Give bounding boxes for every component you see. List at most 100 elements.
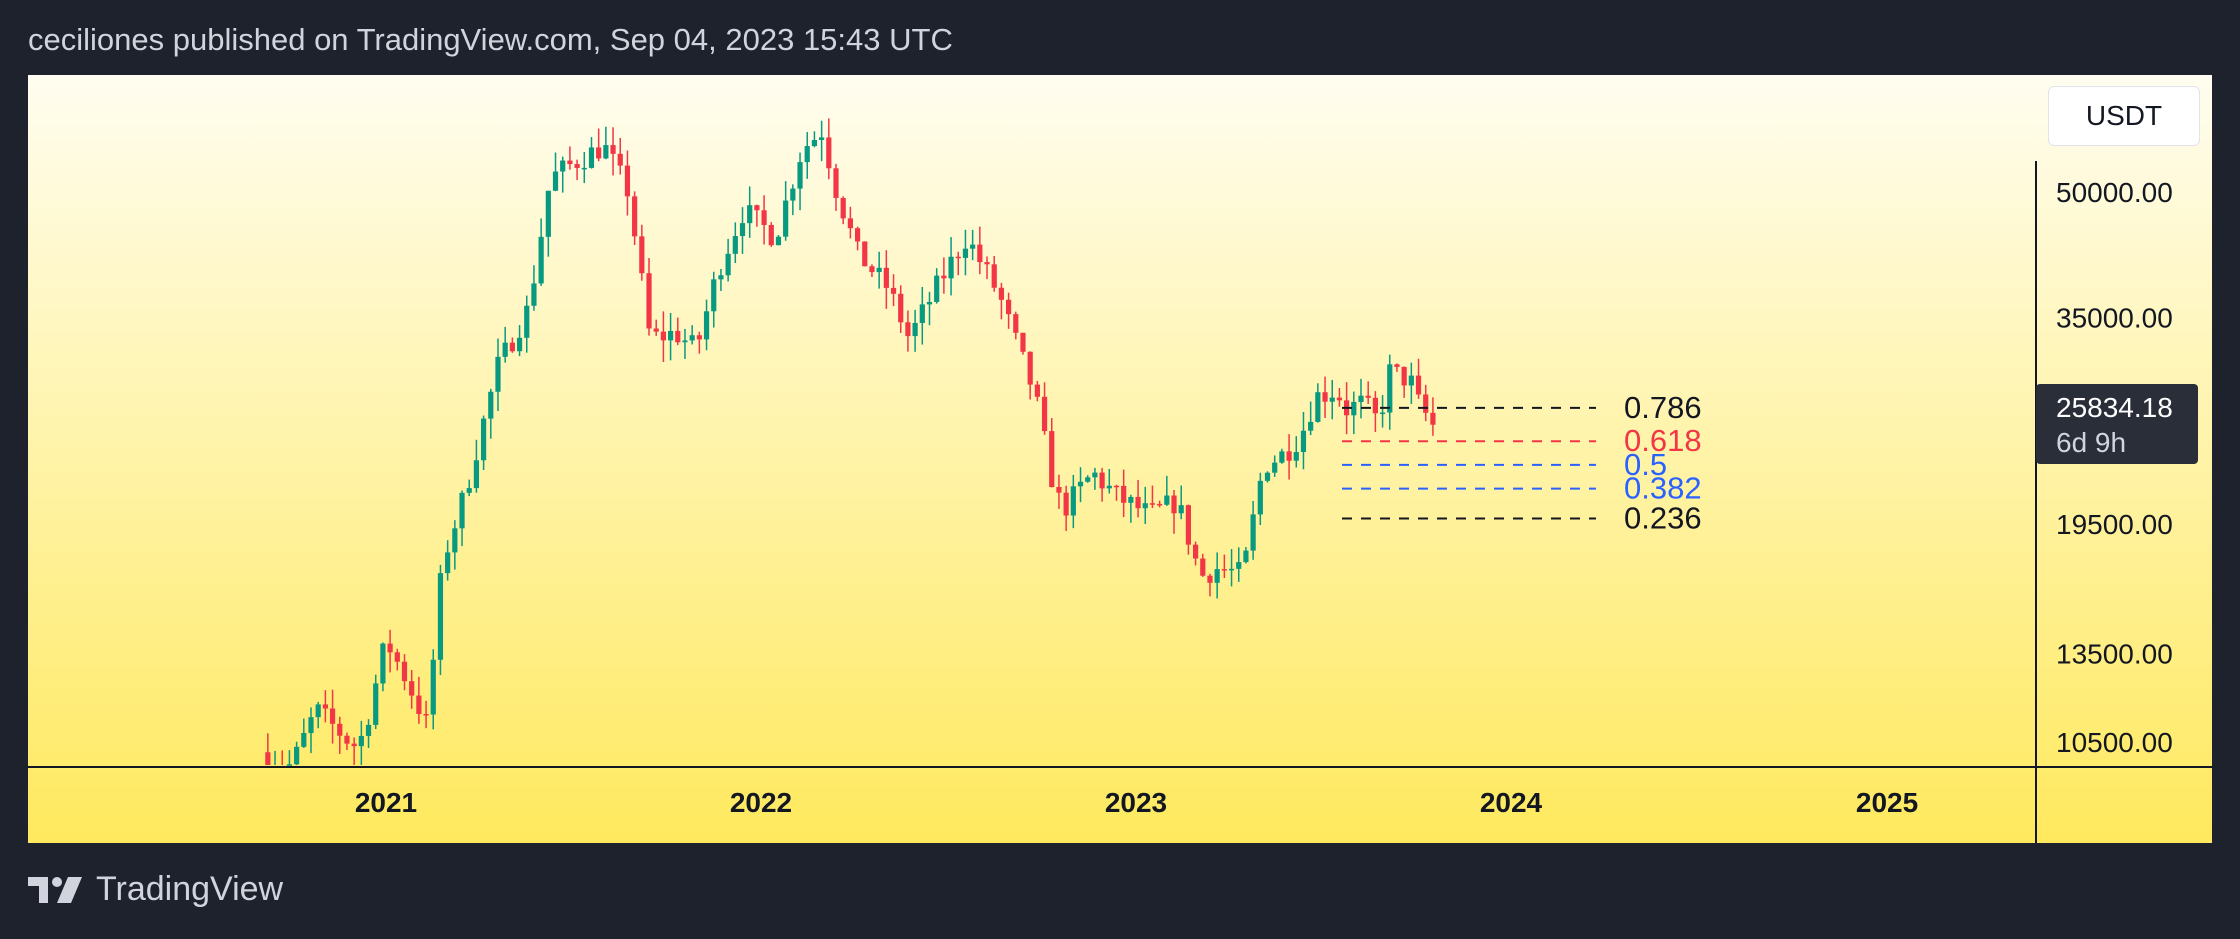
candle <box>912 309 918 352</box>
candle <box>265 733 271 765</box>
fib-label: 0.618 <box>1624 423 1702 458</box>
fib-level[interactable]: 0.382 <box>1342 471 1702 506</box>
candle <box>1401 366 1407 398</box>
fib-label: 0.382 <box>1624 471 1702 506</box>
candle <box>876 251 882 289</box>
time-tick-label: 2023 <box>1105 787 1167 818</box>
footer-brand[interactable]: TradingView <box>28 870 283 909</box>
candle <box>797 152 803 211</box>
candle <box>1329 379 1335 420</box>
bar-countdown: 6d 9h <box>2056 427 2127 458</box>
candle <box>574 159 580 181</box>
candle <box>1243 546 1249 564</box>
candle <box>394 648 400 671</box>
candle <box>337 716 343 754</box>
price-tick-label: 50000.00 <box>2056 177 2173 208</box>
fib-label: 0.236 <box>1624 500 1702 535</box>
candle <box>862 241 868 267</box>
candle <box>754 204 760 227</box>
candle <box>1228 549 1235 587</box>
candle <box>1135 479 1141 518</box>
candle <box>365 719 372 749</box>
last-price-value: 25834.18 <box>2056 392 2173 423</box>
candle <box>452 520 458 570</box>
candle <box>1279 448 1285 464</box>
candle <box>488 388 494 439</box>
candle <box>660 311 666 363</box>
candle <box>624 150 631 216</box>
candle <box>1214 552 1220 599</box>
candle <box>1106 469 1112 494</box>
candle <box>1027 351 1033 400</box>
candle <box>689 325 695 345</box>
candle <box>1415 358 1422 399</box>
candle <box>502 326 508 363</box>
candle <box>1099 467 1105 502</box>
candle <box>646 258 652 336</box>
candle <box>445 540 451 581</box>
candle <box>1322 376 1328 419</box>
candle <box>1394 363 1400 372</box>
candle <box>1070 474 1076 529</box>
candle <box>1121 469 1127 518</box>
candle <box>632 191 638 246</box>
candle <box>437 564 444 676</box>
candle <box>639 224 645 281</box>
candle <box>401 654 408 691</box>
candle <box>1387 354 1393 430</box>
candle <box>380 642 386 692</box>
candle <box>567 146 573 170</box>
fib-level[interactable]: 0.5 <box>1342 447 1667 482</box>
candle <box>1351 391 1357 435</box>
chart-area[interactable]: 0.786 0.618 0.5 0.382 0.236 50000.00 35000.00… <box>28 75 2212 843</box>
candle <box>732 222 738 264</box>
candle <box>725 238 731 282</box>
candle <box>1272 455 1278 477</box>
candle <box>481 415 487 471</box>
candle <box>588 137 595 169</box>
candle <box>416 676 422 724</box>
candle <box>682 328 688 359</box>
candle <box>1365 381 1371 404</box>
fib-level[interactable]: 0.786 <box>1342 390 1702 425</box>
fib-level[interactable]: 0.618 <box>1342 423 1702 458</box>
candle <box>1013 311 1019 340</box>
candle <box>898 285 904 333</box>
price-tick-label: 35000.00 <box>2056 303 2173 334</box>
time-axis[interactable]: 2021 2022 2023 2024 2025 <box>355 787 1918 818</box>
candle <box>819 120 825 162</box>
currency-button[interactable]: USDT <box>2048 86 2200 146</box>
candle <box>1056 474 1062 509</box>
candle <box>768 222 774 247</box>
candle <box>322 690 328 723</box>
candle <box>1250 501 1256 560</box>
candle <box>1049 418 1055 488</box>
candle <box>552 152 559 192</box>
candle <box>675 317 681 346</box>
candle <box>833 163 839 211</box>
candle <box>667 312 674 361</box>
time-tick-label: 2025 <box>1856 787 1918 818</box>
candle <box>358 720 364 765</box>
candle <box>869 264 875 278</box>
candle <box>1113 484 1120 501</box>
candle <box>1164 475 1170 506</box>
candle <box>301 718 307 748</box>
candle <box>711 271 717 328</box>
candle <box>1034 380 1040 402</box>
fib-label: 0.5 <box>1624 447 1667 482</box>
candle <box>430 649 436 730</box>
candle <box>466 479 472 497</box>
candle <box>1236 547 1242 582</box>
candle <box>1142 486 1148 524</box>
candle <box>373 674 379 729</box>
fib-level[interactable]: 0.236 <box>1342 500 1702 535</box>
candle <box>984 256 990 280</box>
candle <box>941 257 947 294</box>
candle <box>1408 362 1414 404</box>
time-tick-label: 2024 <box>1480 787 1543 818</box>
candle <box>560 156 566 193</box>
time-tick-label: 2021 <box>355 787 417 818</box>
